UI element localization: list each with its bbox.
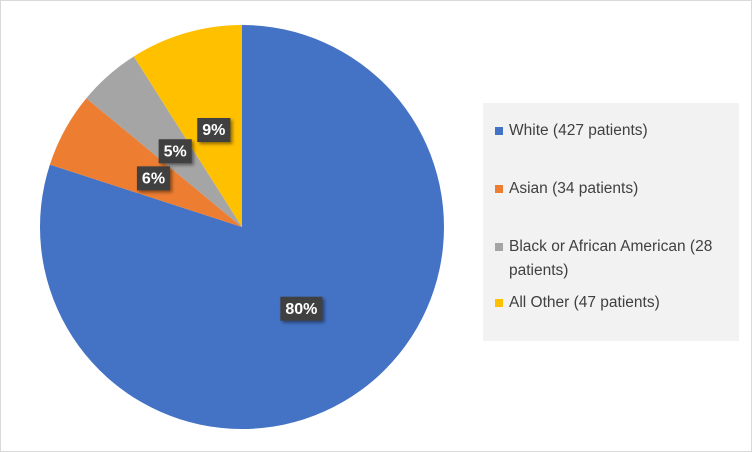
legend-swatch [495, 243, 503, 251]
legend: White (427 patients) Asian (34 patients) B… [483, 103, 739, 341]
pie-slice [49, 98, 243, 227]
data-label: 80% [280, 296, 323, 321]
legend-label: White (427 patients) [509, 122, 648, 139]
data-label-text: 6% [142, 171, 165, 188]
legend-swatch [495, 127, 503, 135]
pie-slice [40, 25, 445, 429]
data-label-box [280, 296, 323, 321]
legend-swatch [495, 185, 503, 193]
legend-item: Asian (34 patients) [495, 177, 744, 201]
data-label-box [158, 139, 192, 164]
data-label-text: 80% [285, 301, 317, 318]
data-label: 9% [197, 118, 231, 143]
pie-slice [133, 25, 242, 227]
data-label-box [197, 118, 231, 143]
legend-label: Asian (34 patients) [509, 180, 639, 197]
legend-item: Black or African American (28 patients) [495, 235, 744, 283]
data-label: 6% [136, 166, 171, 191]
legend-item: White (427 patients) [495, 119, 744, 143]
legend-label: All Other (47 patients) [509, 294, 660, 311]
legend-swatch [495, 299, 503, 307]
data-label: 5% [158, 139, 192, 164]
data-label-box [136, 166, 171, 191]
data-label-text: 5% [164, 143, 187, 160]
legend-label: Black or African American (28 patients) [509, 238, 713, 279]
data-label-text: 9% [202, 122, 225, 139]
legend-item: All Other (47 patients) [495, 291, 744, 315]
